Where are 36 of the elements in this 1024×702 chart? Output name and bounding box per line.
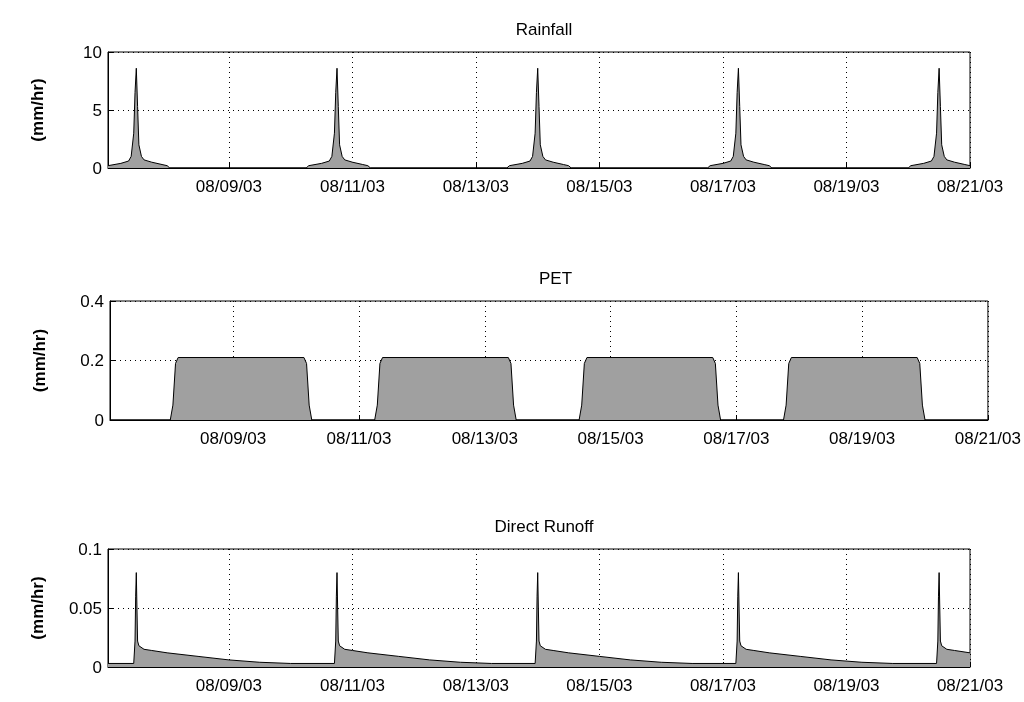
chart-title: Rainfall — [515, 20, 573, 39]
y-tick-label: 0 — [92, 657, 102, 677]
x-tick-label: 08/09/03 — [200, 429, 267, 448]
y-tick-label: 0.05 — [68, 598, 102, 618]
x-tick-label: 08/21/03 — [954, 429, 1022, 448]
x-tick-label: 08/19/03 — [813, 676, 880, 695]
x-tick-label: 08/13/03 — [442, 177, 510, 196]
y-tick-label: 0.2 — [80, 351, 104, 370]
y-tick-label: 0 — [94, 410, 104, 430]
y-tick-label: 0.4 — [80, 291, 104, 311]
x-tick-label: 08/17/03 — [689, 177, 757, 196]
x-tick-label: 08/17/03 — [689, 676, 757, 695]
y-tick-label: 10 — [83, 42, 102, 62]
x-tick-label: 08/17/03 — [703, 429, 770, 448]
y-axis-title: (mm/hr) — [30, 328, 49, 393]
x-tick-label: 08/15/03 — [577, 429, 644, 448]
y-tick-label: 0 — [92, 158, 102, 178]
x-tick-label: 08/13/03 — [451, 429, 518, 448]
x-tick-label: 08/15/03 — [566, 177, 633, 196]
x-tick-label: 08/13/03 — [442, 676, 510, 695]
chart-title: Direct Runoff — [494, 517, 594, 536]
x-tick-label: 08/11/03 — [319, 676, 385, 695]
x-tick-label: 08/21/03 — [936, 676, 1004, 695]
y-tick-label: 5 — [92, 100, 102, 120]
x-tick-label: 08/21/03 — [936, 177, 1004, 196]
y-axis-title: (mm/hr) — [28, 78, 47, 142]
x-tick-label: 08/11/03 — [326, 429, 392, 448]
x-tick-label: 08/09/03 — [195, 676, 263, 695]
chart-title: PET — [538, 269, 573, 288]
x-tick-label: 08/11/03 — [319, 177, 385, 196]
x-tick-label: 08/19/03 — [813, 177, 880, 196]
y-axis-title: (mm/hr) — [28, 576, 47, 640]
y-tick-label: 0.1 — [78, 539, 102, 559]
x-tick-label: 08/19/03 — [829, 429, 896, 448]
x-tick-label: 08/09/03 — [195, 177, 263, 196]
x-tick-label: 08/15/03 — [566, 676, 633, 695]
